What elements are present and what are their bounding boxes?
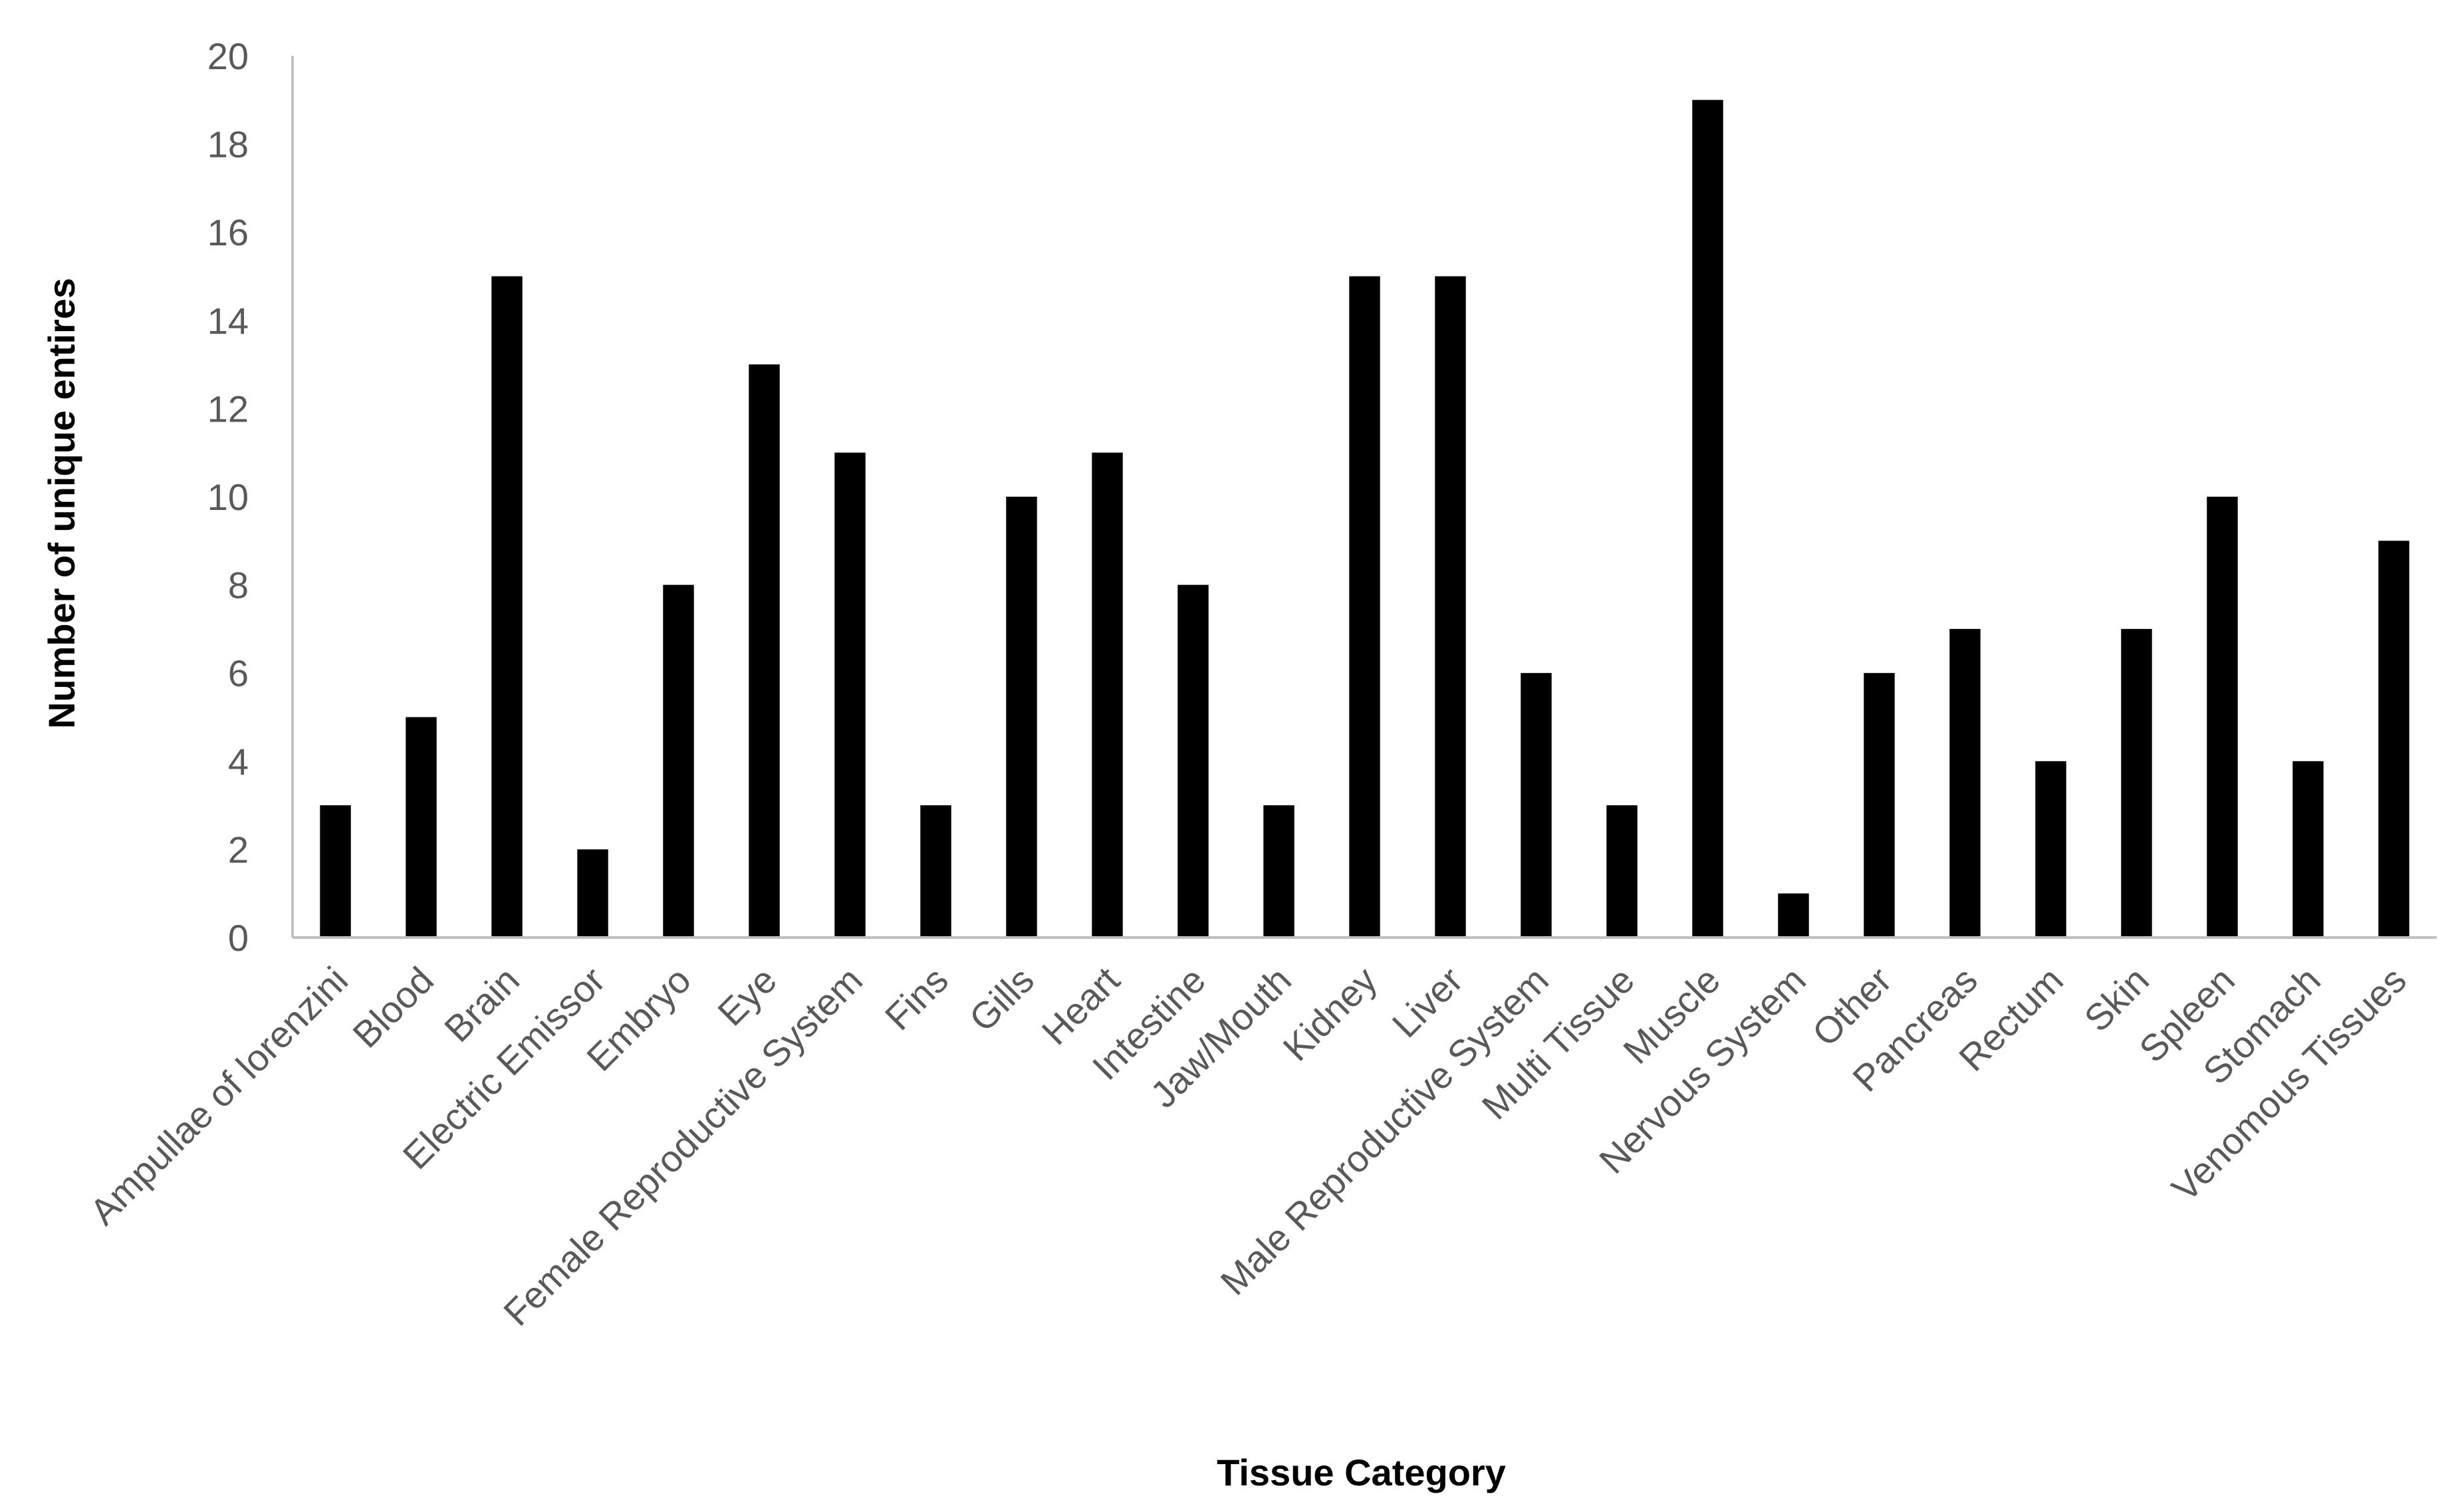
bar	[1263, 805, 1294, 938]
x-tick-label: Gills	[961, 959, 1042, 1040]
y-tick-label: 10	[207, 476, 249, 518]
bar	[663, 584, 694, 938]
x-tick-label: Eye	[709, 959, 785, 1034]
bar	[2207, 497, 2238, 938]
x-tick-label: Fins	[877, 959, 956, 1038]
y-axis-title: Number of unique entires	[41, 278, 82, 729]
y-tick-label: 6	[228, 652, 249, 694]
bar	[2121, 628, 2152, 938]
bar	[1092, 452, 1123, 938]
bar	[834, 452, 866, 938]
bars	[320, 100, 2409, 938]
bar	[749, 364, 780, 938]
y-tick-label: 0	[228, 917, 249, 959]
bar	[1177, 584, 1209, 938]
bar	[1692, 100, 1723, 938]
y-tick-label: 12	[207, 388, 249, 430]
bar	[1606, 805, 1638, 938]
bar	[491, 276, 523, 938]
x-tick-label: Kidney	[1275, 959, 1385, 1069]
bar	[1521, 673, 1552, 938]
bar	[1864, 673, 1895, 938]
bar	[577, 849, 608, 938]
bar	[2292, 761, 2324, 938]
bar	[920, 805, 951, 938]
bar	[1006, 497, 1037, 938]
bar	[2378, 541, 2409, 938]
x-axis-title: Tissue Category	[1217, 1451, 1506, 1493]
bar	[2035, 761, 2066, 938]
y-tick-label: 16	[207, 211, 249, 253]
y-tick-label: 8	[228, 565, 249, 606]
x-tick-label: Blood	[344, 959, 441, 1056]
bar	[1778, 893, 1809, 938]
bar	[406, 717, 437, 938]
x-axis-tick-labels: Ampullae of lorenziniBloodBrainElectric …	[82, 959, 2414, 1334]
y-tick-label: 2	[228, 828, 249, 870]
bar	[1949, 628, 1981, 938]
y-tick-label: 4	[228, 741, 249, 783]
y-tick-label: 20	[207, 35, 249, 77]
x-tick-label: Ampullae of lorenzini	[82, 959, 356, 1233]
y-axis-ticks: 0 2 4 6 8 10 12 14 16 18 20	[207, 35, 249, 959]
y-tick-label: 18	[207, 124, 249, 166]
bar	[320, 805, 351, 938]
bar	[1349, 276, 1380, 938]
bar	[1435, 276, 1466, 938]
y-tick-label: 14	[207, 300, 249, 342]
